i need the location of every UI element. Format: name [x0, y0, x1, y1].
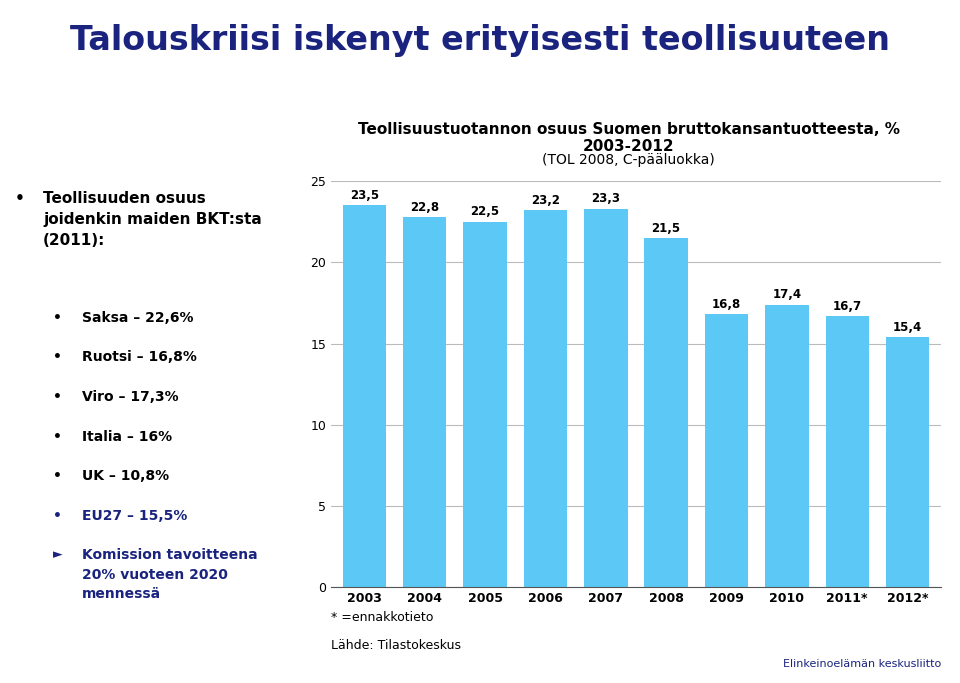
Bar — [403, 217, 446, 587]
Text: Komission tavoitteena
20% vuoteen 2020
mennessä: Komission tavoitteena 20% vuoteen 2020 m… — [82, 548, 257, 602]
Text: 22,8: 22,8 — [410, 201, 440, 214]
Text: Talouskriisi iskenyt erityisesti teollisuuteen: Talouskriisi iskenyt erityisesti teollis… — [70, 24, 890, 57]
Text: EU27 – 15,5%: EU27 – 15,5% — [82, 509, 187, 522]
Text: •: • — [53, 509, 61, 522]
Bar — [644, 238, 688, 587]
Text: •: • — [53, 311, 61, 324]
Text: •: • — [53, 390, 61, 404]
Text: 23,3: 23,3 — [591, 193, 620, 206]
Text: Viro – 17,3%: Viro – 17,3% — [82, 390, 179, 404]
Text: 22,5: 22,5 — [470, 206, 499, 219]
Text: 16,7: 16,7 — [832, 300, 862, 313]
Text: 23,2: 23,2 — [531, 194, 560, 207]
Text: •: • — [53, 430, 61, 443]
Text: UK – 10,8%: UK – 10,8% — [82, 469, 169, 483]
Text: Saksa – 22,6%: Saksa – 22,6% — [82, 311, 193, 324]
Bar — [343, 206, 386, 587]
Bar — [464, 221, 507, 587]
Text: 21,5: 21,5 — [652, 222, 681, 235]
Text: Italia – 16%: Italia – 16% — [82, 430, 172, 443]
Text: Lähde: Tilastokeskus: Lähde: Tilastokeskus — [331, 639, 461, 652]
Bar — [826, 316, 869, 587]
Text: Teollisuustuotannon osuus Suomen bruttokansantuotteesta, %: Teollisuustuotannon osuus Suomen bruttok… — [358, 122, 900, 137]
Text: •: • — [14, 191, 24, 206]
Text: •: • — [53, 350, 61, 364]
Bar — [705, 314, 748, 587]
Text: (TOL 2008, C-pääluokka): (TOL 2008, C-pääluokka) — [542, 154, 715, 167]
Text: Ruotsi – 16,8%: Ruotsi – 16,8% — [82, 350, 197, 364]
Text: Teollisuuden osuus
joidenkin maiden BKT:sta
(2011):: Teollisuuden osuus joidenkin maiden BKT:… — [43, 191, 262, 248]
Text: 16,8: 16,8 — [712, 298, 741, 311]
Bar — [524, 210, 567, 587]
Text: 2003-2012: 2003-2012 — [583, 139, 675, 154]
Bar — [886, 337, 929, 587]
Bar — [765, 305, 808, 587]
Text: 15,4: 15,4 — [893, 321, 923, 334]
Text: 17,4: 17,4 — [773, 288, 802, 301]
Text: ►: ► — [53, 548, 62, 561]
Text: Elinkeinoelämän keskusliitto: Elinkeinoelämän keskusliitto — [782, 659, 941, 669]
Text: 23,5: 23,5 — [349, 189, 379, 202]
Bar — [584, 208, 628, 587]
Text: •: • — [53, 469, 61, 483]
Text: * =ennakkotieto: * =ennakkotieto — [331, 611, 434, 624]
